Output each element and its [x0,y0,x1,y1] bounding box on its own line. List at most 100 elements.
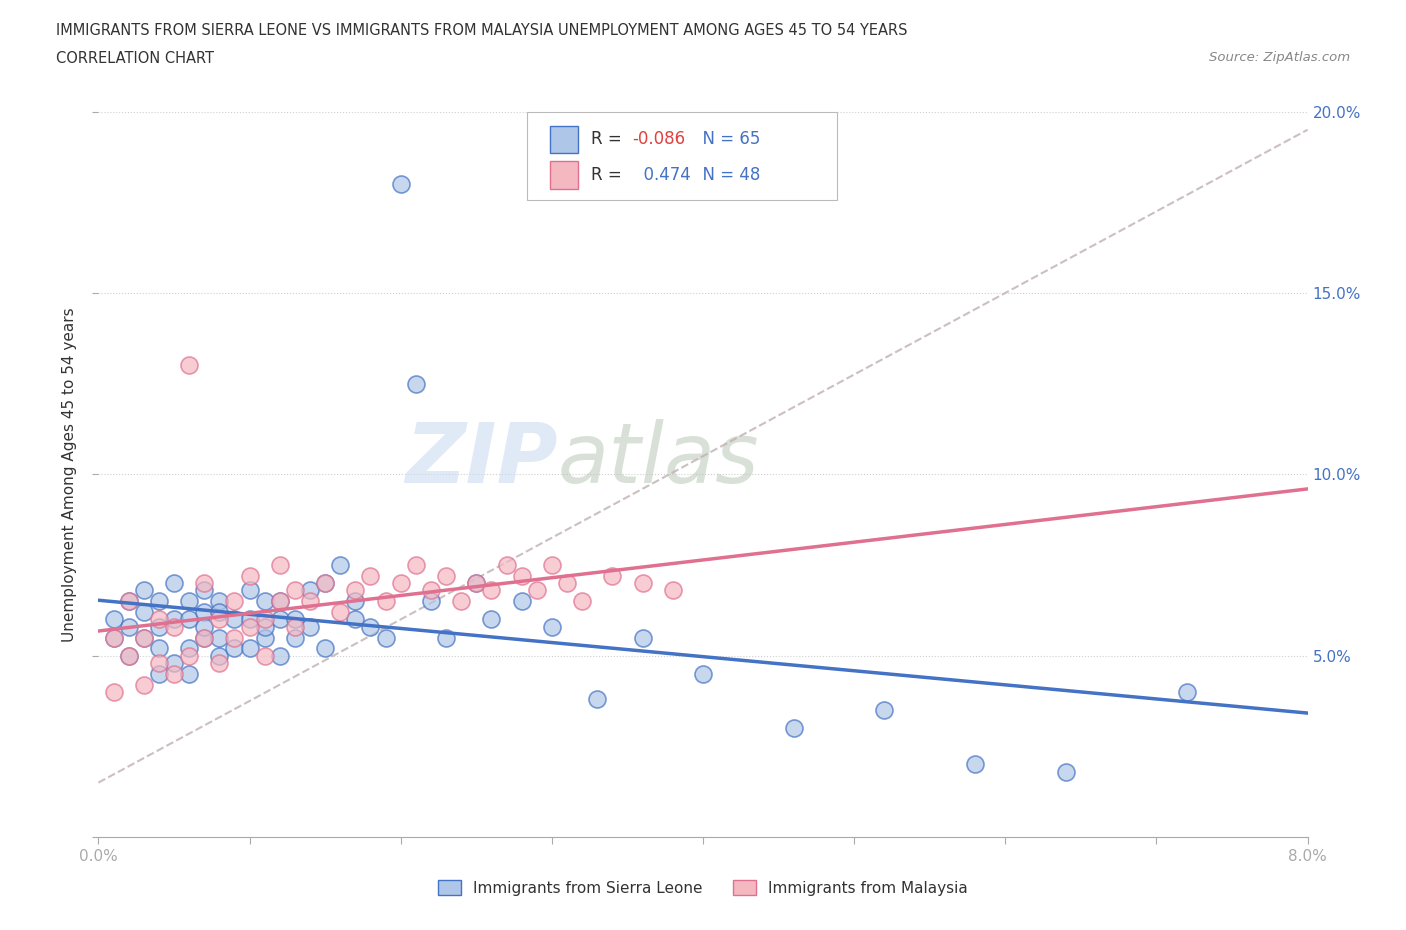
Point [360,568,382,583]
Text: 0.474: 0.474 [633,166,690,184]
Text: R =: R = [591,130,627,149]
Point [118,619,141,634]
Point [132,604,155,619]
Point [481,612,503,627]
Point [118,648,141,663]
Point [284,631,307,645]
Point [284,583,307,598]
Point [465,576,488,591]
Point [103,631,125,645]
Point [602,568,624,583]
Point [118,594,141,609]
Point [179,648,201,663]
Point [118,648,141,663]
Point [389,177,412,192]
Point [163,612,186,627]
Point [1175,684,1198,699]
Point [344,594,367,609]
Point [495,558,517,573]
Legend: Immigrants from Sierra Leone, Immigrants from Malaysia: Immigrants from Sierra Leone, Immigrants… [432,873,974,902]
Point [239,641,262,656]
Point [163,576,186,591]
Point [193,576,215,591]
Point [434,568,457,583]
Point [208,656,231,671]
Point [374,631,396,645]
Text: R =: R = [591,166,627,184]
Point [193,604,215,619]
Point [450,594,472,609]
Point [253,594,276,609]
Point [208,631,231,645]
Point [132,631,155,645]
Point [148,667,170,682]
Point [284,612,307,627]
Text: N = 65: N = 65 [692,130,761,149]
Point [965,757,987,772]
Point [239,619,262,634]
Point [631,576,654,591]
Point [239,612,262,627]
Point [132,631,155,645]
Point [179,594,201,609]
Text: ZIP: ZIP [405,419,558,500]
Point [253,648,276,663]
Point [163,656,186,671]
Point [631,631,654,645]
Point [269,612,291,627]
Point [179,641,201,656]
Text: N = 48: N = 48 [692,166,761,184]
Point [148,612,170,627]
Point [148,641,170,656]
Point [526,583,548,598]
Point [299,594,322,609]
Point [374,594,396,609]
Text: IMMIGRANTS FROM SIERRA LEONE VS IMMIGRANTS FROM MALAYSIA UNEMPLOYMENT AMONG AGES: IMMIGRANTS FROM SIERRA LEONE VS IMMIGRAN… [56,23,908,38]
Point [103,684,125,699]
Point [179,667,201,682]
Point [193,583,215,598]
Text: Source: ZipAtlas.com: Source: ZipAtlas.com [1209,51,1350,64]
Text: -0.086: -0.086 [633,130,686,149]
Point [148,619,170,634]
Point [148,594,170,609]
Y-axis label: Unemployment Among Ages 45 to 54 years: Unemployment Among Ages 45 to 54 years [62,307,77,642]
Point [329,604,352,619]
Point [224,641,246,656]
Point [692,667,714,682]
Point [510,594,533,609]
Point [179,358,201,373]
Point [661,583,683,598]
Point [224,612,246,627]
Point [405,558,427,573]
Point [208,594,231,609]
Point [163,619,186,634]
Point [571,594,593,609]
Point [103,631,125,645]
Point [269,594,291,609]
Point [253,631,276,645]
Point [193,619,215,634]
Point [284,619,307,634]
Point [344,612,367,627]
Point [103,612,125,627]
Point [208,604,231,619]
Point [239,568,262,583]
Point [132,583,155,598]
Point [360,619,382,634]
Point [420,583,443,598]
Point [314,641,336,656]
Point [269,594,291,609]
Point [329,558,352,573]
Point [224,631,246,645]
Point [481,583,503,598]
Point [783,721,806,736]
Point [420,594,443,609]
Point [208,612,231,627]
Point [555,576,578,591]
Point [208,648,231,663]
Point [510,568,533,583]
Point [163,667,186,682]
Point [314,576,336,591]
Text: CORRELATION CHART: CORRELATION CHART [56,51,214,66]
